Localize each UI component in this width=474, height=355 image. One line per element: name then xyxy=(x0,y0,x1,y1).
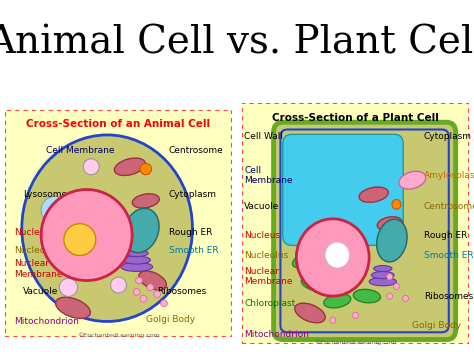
Text: Cytoplasm: Cytoplasm xyxy=(169,190,217,198)
Ellipse shape xyxy=(295,303,325,323)
Circle shape xyxy=(41,190,132,280)
Circle shape xyxy=(387,293,392,299)
Text: Smooth ER: Smooth ER xyxy=(424,251,474,260)
Text: Cross-Section of a Plant Cell: Cross-Section of a Plant Cell xyxy=(272,113,439,122)
Ellipse shape xyxy=(301,277,328,291)
Ellipse shape xyxy=(399,171,426,189)
Text: Nucleolus: Nucleolus xyxy=(244,251,288,260)
Ellipse shape xyxy=(125,250,148,257)
Text: Mitochondrion: Mitochondrion xyxy=(14,317,79,326)
Circle shape xyxy=(41,196,68,224)
Text: Ribosomes: Ribosomes xyxy=(157,288,207,296)
Ellipse shape xyxy=(372,272,394,279)
Text: Chloroplast: Chloroplast xyxy=(244,299,295,308)
Circle shape xyxy=(133,289,140,295)
Text: Cell Wall: Cell Wall xyxy=(244,132,283,141)
Circle shape xyxy=(147,284,154,291)
Circle shape xyxy=(83,159,99,175)
Text: Smooth ER: Smooth ER xyxy=(169,246,218,256)
Text: Golgi Body: Golgi Body xyxy=(412,321,462,329)
FancyBboxPatch shape xyxy=(273,122,456,339)
Ellipse shape xyxy=(292,252,319,268)
Circle shape xyxy=(392,200,401,209)
Ellipse shape xyxy=(128,244,146,249)
Circle shape xyxy=(64,224,96,256)
FancyBboxPatch shape xyxy=(283,134,403,245)
Ellipse shape xyxy=(114,158,146,175)
Text: ©EnchantedLearning.com: ©EnchantedLearning.com xyxy=(77,332,160,338)
Text: Animal Cell vs. Plant Cell: Animal Cell vs. Plant Cell xyxy=(0,25,474,62)
Ellipse shape xyxy=(353,289,381,303)
Text: Cell Membrane: Cell Membrane xyxy=(46,146,114,155)
Text: Vacuole: Vacuole xyxy=(23,288,58,296)
Ellipse shape xyxy=(121,262,153,272)
Text: Lysosome: Lysosome xyxy=(23,190,67,198)
Ellipse shape xyxy=(132,194,159,208)
Circle shape xyxy=(296,219,369,296)
Text: ©EnchantedLearning.com: ©EnchantedLearning.com xyxy=(314,339,397,345)
Text: Ribosomes: Ribosomes xyxy=(424,291,473,301)
Circle shape xyxy=(393,283,400,290)
Ellipse shape xyxy=(377,219,407,262)
Circle shape xyxy=(330,317,336,323)
Text: Centrosome: Centrosome xyxy=(169,146,223,155)
FancyBboxPatch shape xyxy=(242,103,469,344)
Ellipse shape xyxy=(123,256,150,264)
Ellipse shape xyxy=(55,297,91,318)
Text: Rough ER: Rough ER xyxy=(424,231,467,240)
Text: Amylosplast: Amylosplast xyxy=(424,171,474,180)
Circle shape xyxy=(402,295,409,302)
Text: Nuclear
Membrane: Nuclear Membrane xyxy=(14,260,63,279)
Ellipse shape xyxy=(139,271,166,290)
Text: Nucleus: Nucleus xyxy=(14,228,50,237)
Circle shape xyxy=(387,274,392,280)
Circle shape xyxy=(110,277,127,293)
Circle shape xyxy=(59,278,78,296)
Text: Cytoplasm: Cytoplasm xyxy=(424,132,472,141)
Text: Nucleus: Nucleus xyxy=(244,231,280,240)
Text: Cross-Section of an Animal Cell: Cross-Section of an Animal Cell xyxy=(27,119,210,129)
Ellipse shape xyxy=(374,266,392,272)
Circle shape xyxy=(140,163,152,175)
Text: Cell
Membrane: Cell Membrane xyxy=(244,166,292,185)
Ellipse shape xyxy=(359,187,388,202)
FancyBboxPatch shape xyxy=(5,110,232,337)
Text: Mitochondrion: Mitochondrion xyxy=(244,330,309,339)
Circle shape xyxy=(154,291,161,297)
Text: Vacuole: Vacuole xyxy=(244,202,279,211)
Text: Nuclear
Membrane: Nuclear Membrane xyxy=(244,267,292,286)
Ellipse shape xyxy=(22,135,192,322)
Circle shape xyxy=(136,277,142,284)
Ellipse shape xyxy=(324,294,351,308)
Ellipse shape xyxy=(377,217,402,231)
Text: Golgi Body: Golgi Body xyxy=(146,315,195,324)
Circle shape xyxy=(140,295,147,302)
Text: Rough ER: Rough ER xyxy=(169,228,212,237)
Circle shape xyxy=(353,312,358,318)
Ellipse shape xyxy=(369,277,396,286)
Circle shape xyxy=(161,300,167,307)
Text: Centrosome: Centrosome xyxy=(424,202,474,211)
Circle shape xyxy=(325,242,350,268)
Ellipse shape xyxy=(123,208,159,253)
Text: Nucleolus: Nucleolus xyxy=(14,246,58,256)
